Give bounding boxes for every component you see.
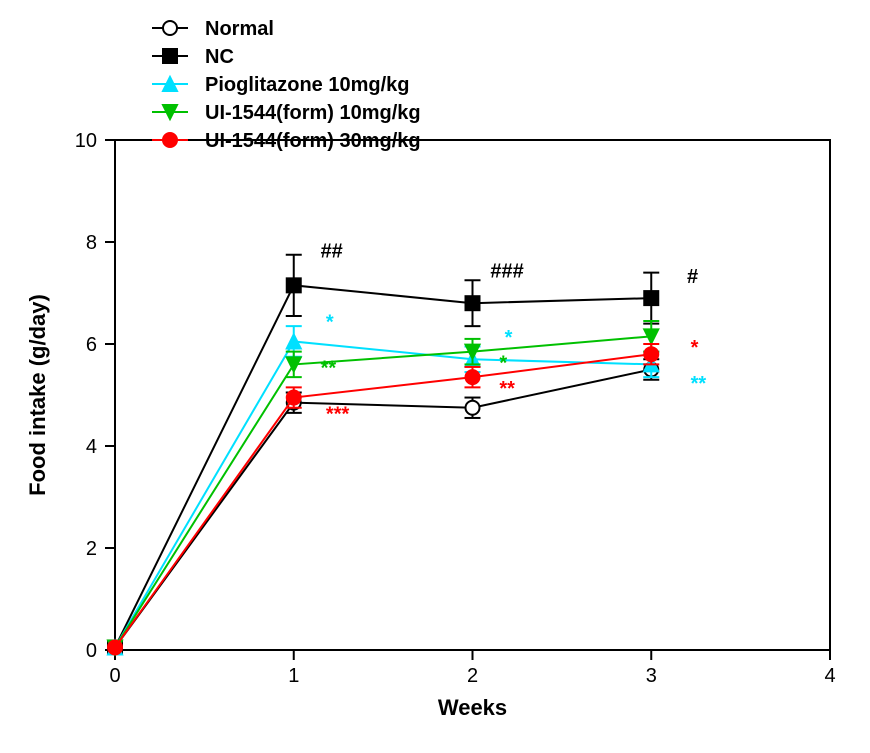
series-nc [108,255,659,655]
significance-annotation: ** [499,378,515,400]
significance-annotation: * [326,312,334,334]
legend-item-nc: NC [152,46,234,68]
significance-annotation: # [687,266,698,288]
y-tick-label: 8 [86,232,97,254]
significance-annotation: ** [691,373,707,395]
x-axis-title: Weeks [438,695,507,720]
significance-annotation: ### [490,261,523,283]
series-ui10 [108,321,659,654]
legend-item-pio: Pioglitazone 10mg/kg [152,74,409,96]
legend-label: UI-1544(form) 10mg/kg [205,102,421,124]
legend-label: Pioglitazone 10mg/kg [205,74,409,96]
x-tick-label: 1 [288,665,299,687]
y-tick-label: 6 [86,334,97,356]
x-tick-label: 4 [824,665,835,687]
x-tick-label: 0 [109,665,120,687]
x-tick-label: 3 [646,665,657,687]
legend-label: NC [205,46,234,68]
y-tick-label: 4 [86,436,97,458]
legend-label: UI-1544(form) 30mg/kg [205,130,421,152]
significance-annotation: * [505,327,513,349]
series-ui30 [108,344,659,654]
legend-item-normal: Normal [152,18,274,40]
y-axis-title: Food intake (g/day) [25,294,50,496]
series-pio [108,326,659,654]
significance-annotation: *** [326,404,350,426]
series-normal [108,359,659,654]
significance-annotation: * [499,353,507,375]
y-tick-label: 10 [75,130,97,152]
significance-annotation: ## [321,240,343,262]
significance-annotation: * [691,337,699,359]
x-tick-label: 2 [467,665,478,687]
food-intake-chart: 012340246810WeeksFood intake (g/day)####… [0,0,870,753]
legend-item-ui10: UI-1544(form) 10mg/kg [152,102,421,124]
plot-frame [115,140,830,650]
significance-annotation: ** [321,358,337,380]
y-tick-label: 2 [86,538,97,560]
legend-label: Normal [205,18,274,40]
y-tick-label: 0 [86,640,97,662]
